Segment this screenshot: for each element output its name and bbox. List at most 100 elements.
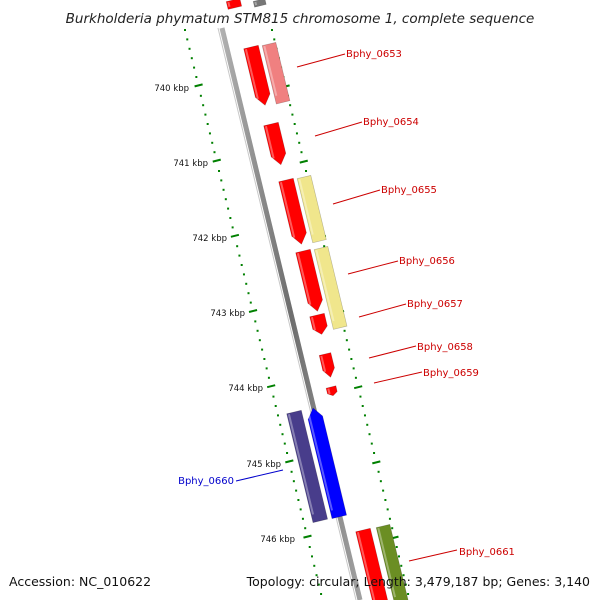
tick-mark (240, 264, 243, 266)
scale-label: 740 kbp (154, 84, 189, 94)
cds-bphy-0657-shine (310, 317, 316, 331)
tick-mark-major (299, 159, 308, 164)
cds-bphy-0653[interactable] (243, 44, 271, 106)
tick-mark (293, 123, 296, 125)
cds-bphy-0661[interactable] (355, 527, 389, 600)
tick-mark (193, 66, 196, 69)
tick-mark (229, 217, 232, 219)
scale-label: 741 kbp (173, 159, 208, 169)
gene-label-bphy-0653[interactable]: Bphy_0653 (346, 49, 402, 60)
tick-mark (350, 358, 353, 360)
tick-mark (213, 151, 216, 154)
label-leader (314, 121, 363, 137)
scale-label: 743 kbp (210, 309, 245, 319)
tick-mark (245, 282, 248, 285)
scale-labels: 740 kbp 741 kbp 742 kbp 743 kbp 744 kbp … (154, 84, 295, 545)
cds-bphy-0654[interactable] (263, 121, 287, 166)
highlight-bphy-0660[interactable] (286, 409, 328, 523)
tick-mark (368, 433, 371, 436)
cds-bphy-0659[interactable] (325, 385, 338, 397)
cds-feature-top-stub-gray[interactable] (252, 0, 267, 8)
tick-mark (323, 245, 326, 248)
label-leader (358, 303, 407, 318)
tick-mark (224, 198, 227, 201)
tick-mark (345, 339, 348, 342)
cds-bphy-0659-shine (327, 388, 331, 395)
tick-mark (195, 76, 198, 78)
tick-mark (313, 564, 316, 567)
tick-mark-major (303, 534, 312, 539)
tick-mark (272, 395, 275, 398)
tick-mark (283, 442, 286, 445)
tick-mark (343, 329, 346, 332)
highlight-bphy-0656[interactable] (313, 246, 348, 330)
cds-feature-top-stub[interactable] (225, 0, 243, 10)
tick-mark (297, 499, 300, 501)
gene-labels: Bphy_0653 Bphy_0654 Bphy_0655 Bphy_0656 … (178, 49, 515, 562)
cds-bphy-0661-shine (356, 532, 376, 600)
highlight-bphy-0655[interactable] (296, 175, 327, 244)
cds-bphy-0656[interactable] (295, 248, 323, 312)
tick-mark (320, 593, 323, 595)
tick-mark (279, 423, 282, 426)
cds-bphy-0653-shine (244, 49, 259, 100)
gene-label-bphy-0658[interactable]: Bphy_0658 (417, 342, 473, 353)
cds-bphy-0657[interactable] (309, 312, 328, 335)
gene-label-bphy-0654[interactable]: Bphy_0654 (363, 117, 419, 128)
tick-mark (202, 104, 205, 107)
gene-label-bphy-0660[interactable]: Bphy_0660 (178, 476, 234, 487)
gene-label-bphy-0659[interactable]: Bphy_0659 (423, 368, 479, 379)
tick-mark (258, 339, 261, 342)
cds-bphy-0658[interactable] (318, 352, 335, 378)
tick-mark (204, 113, 207, 116)
tick-mark (211, 141, 214, 144)
tick-mark (231, 226, 234, 229)
cds-bphy-0655[interactable] (278, 177, 307, 245)
tick-mark-major (230, 233, 240, 238)
highlight-bphy-0661[interactable] (375, 524, 409, 600)
tick-mark (238, 254, 241, 257)
tick-mark (308, 546, 311, 548)
tick-mark (206, 123, 209, 125)
tick-mark (199, 94, 202, 97)
tick-mark (377, 470, 380, 473)
tick-mark (208, 132, 211, 135)
scale-ticks-inner (184, 29, 323, 595)
tick-mark (407, 593, 410, 595)
tick-mark (184, 29, 186, 31)
tick-mark (254, 320, 257, 323)
tick-mark (289, 104, 292, 107)
gene-label-bphy-0657[interactable]: Bphy_0657 (407, 299, 463, 310)
tick-mark (249, 301, 252, 304)
cds-bphy-0654-shine (264, 126, 275, 159)
highlight-bphy-0660-shine (287, 414, 314, 515)
tick-mark (188, 47, 191, 50)
tick-mark (263, 358, 266, 360)
cds-bphy-0660[interactable] (307, 407, 347, 519)
topology-text: Topology: circular; Length: 3,479,187 bp… (246, 574, 590, 589)
tick-mark-major (353, 385, 363, 390)
tick-mark (388, 517, 391, 520)
cds-feature-top-stub-gray-shine (254, 1, 258, 6)
label-leader (368, 345, 417, 359)
tick-mark (295, 489, 298, 492)
tick-mark (370, 442, 373, 445)
gene-label-bphy-0661[interactable]: Bphy_0661 (459, 547, 515, 558)
gene-label-bphy-0655[interactable]: Bphy_0655 (381, 185, 437, 196)
tick-mark-major (194, 83, 203, 88)
label-leader (347, 260, 399, 275)
tick-mark (227, 207, 230, 210)
tick-mark (290, 470, 293, 473)
highlight-bphy-0653[interactable] (261, 42, 291, 105)
tick-mark (382, 489, 385, 492)
highlight-bphy-0653-shine (263, 45, 278, 96)
tick-mark (299, 508, 302, 511)
tick-mark (310, 555, 313, 558)
tick-mark (363, 414, 366, 417)
tick-mark (317, 583, 320, 586)
tick-mark (400, 564, 403, 567)
scale-label: 744 kbp (228, 384, 263, 394)
gene-label-bphy-0656[interactable]: Bphy_0656 (399, 256, 455, 267)
tick-mark (348, 348, 351, 351)
scale-label: 745 kbp (246, 460, 281, 470)
